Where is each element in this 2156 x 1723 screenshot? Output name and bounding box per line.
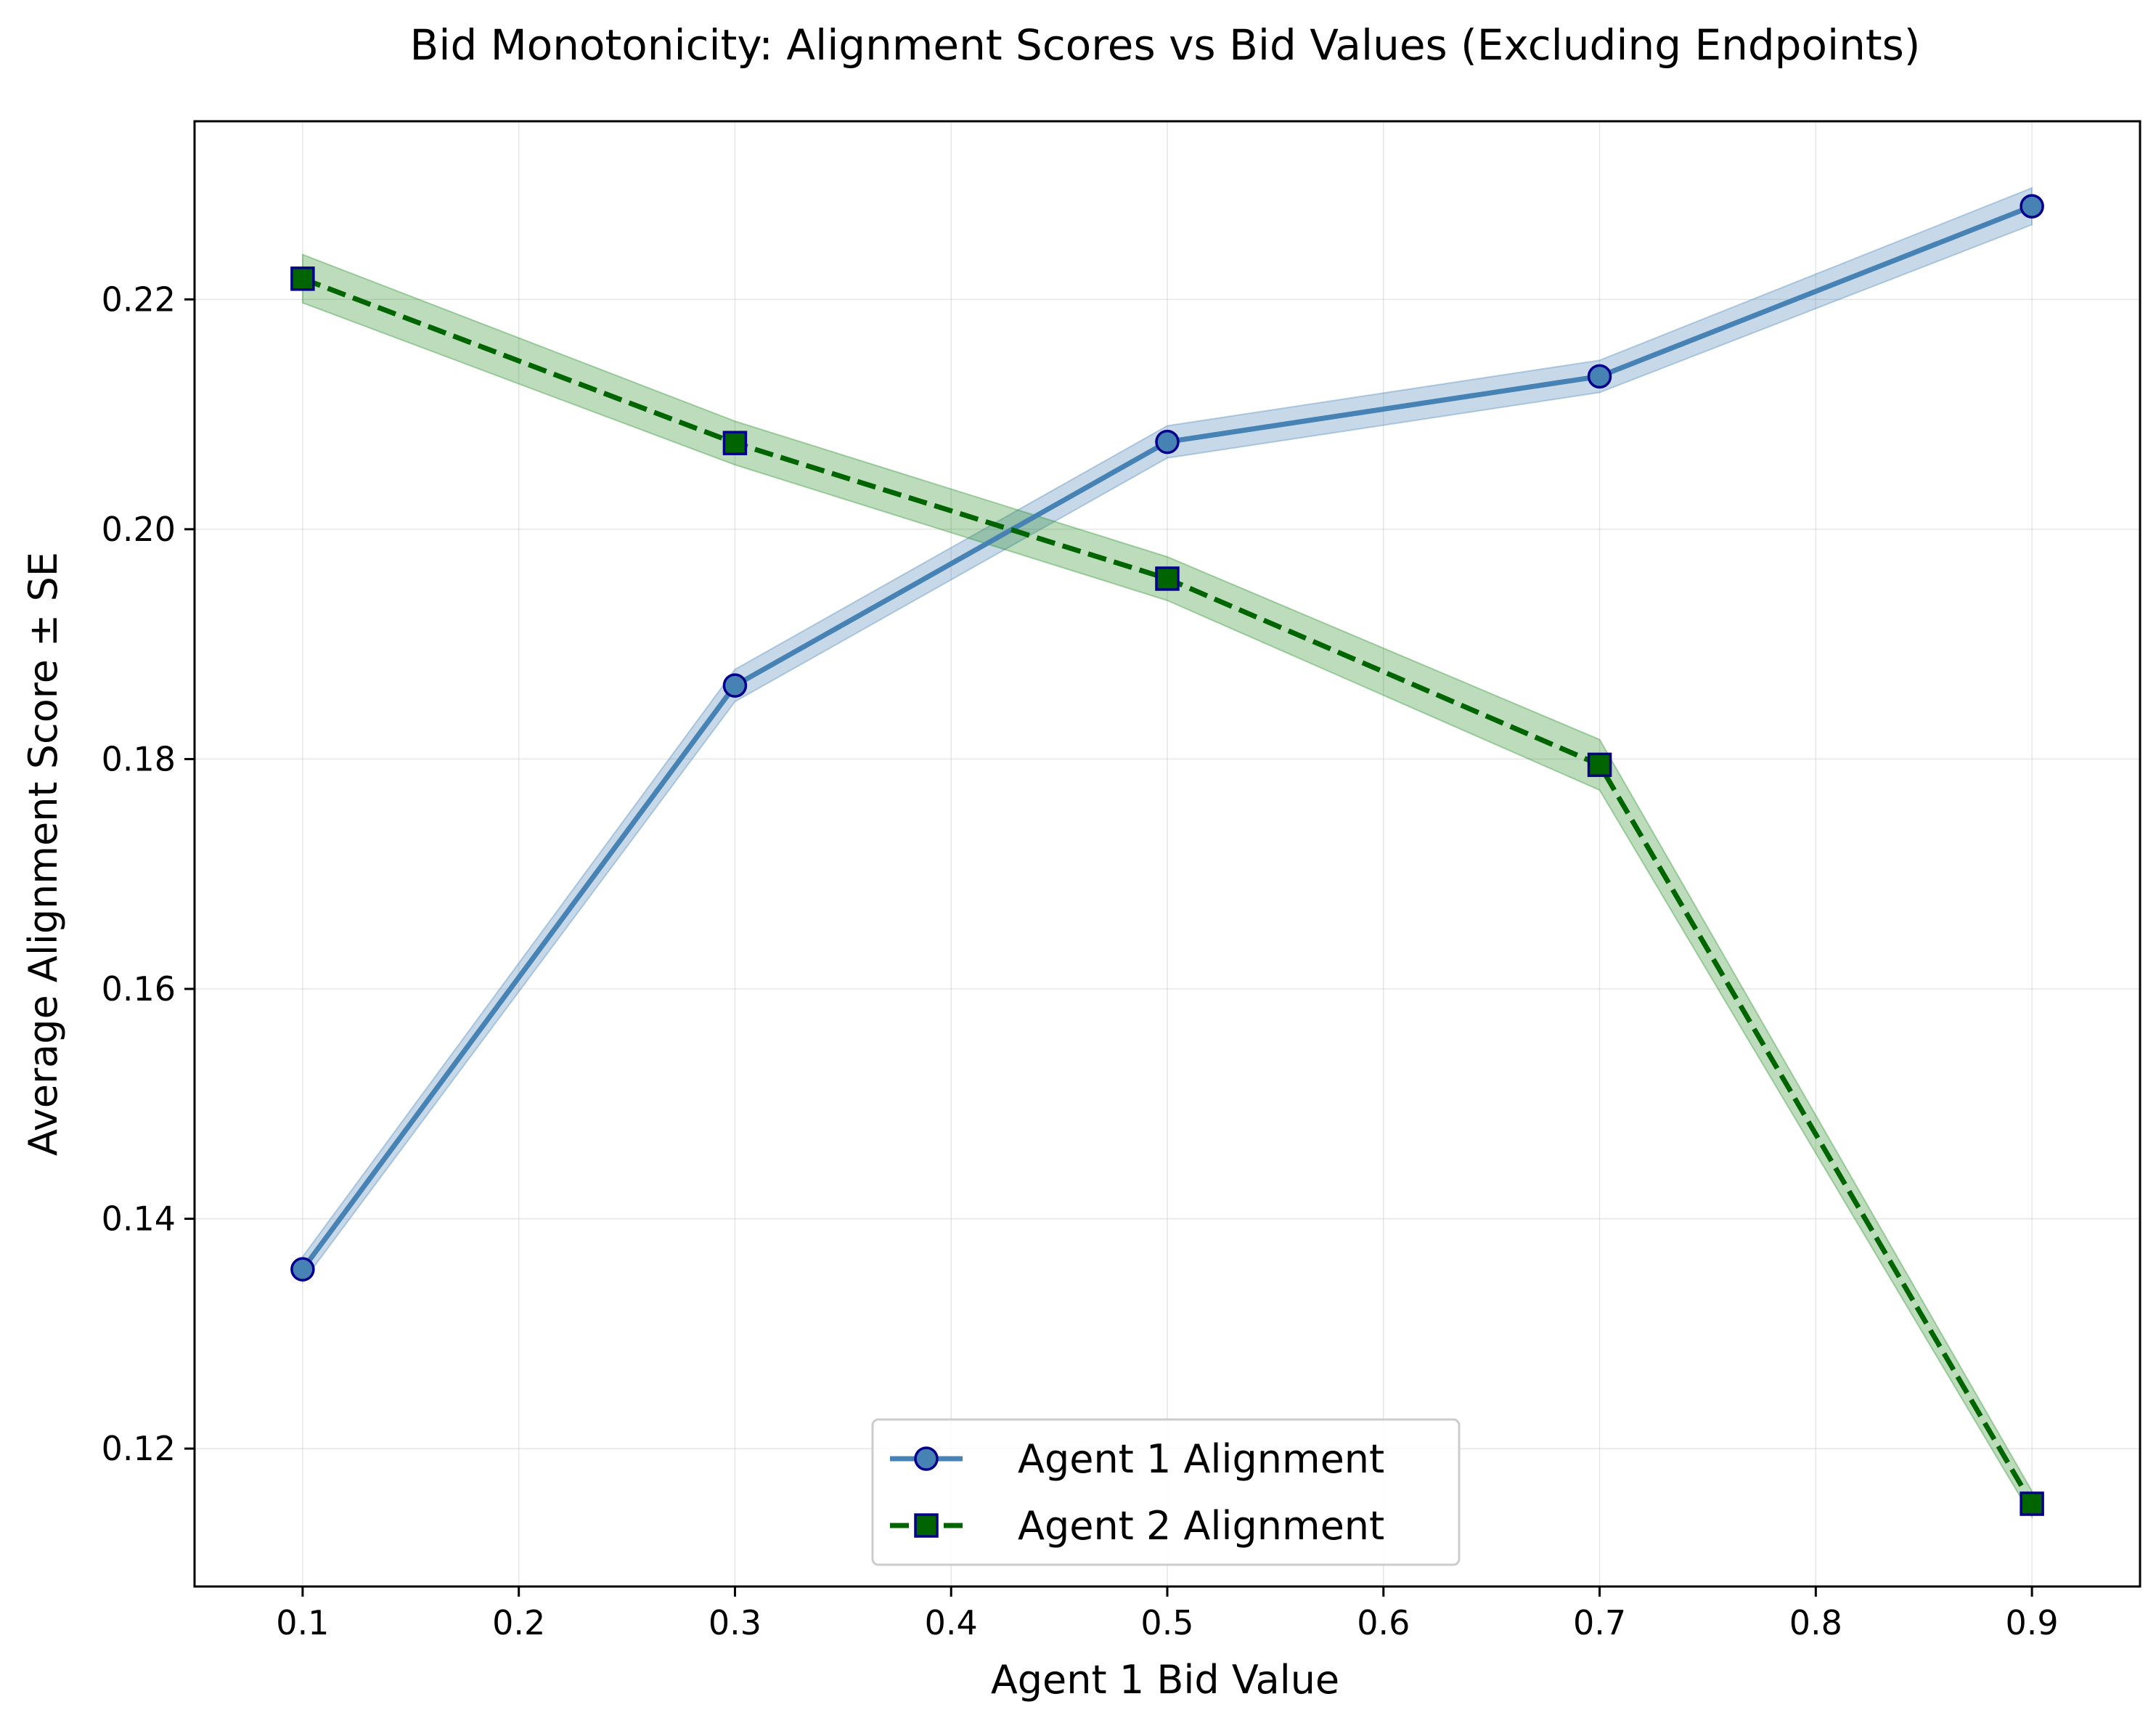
data-point-series-2: [1587, 752, 1612, 778]
data-point-series-1: [1587, 364, 1612, 389]
data-point-series-2: [290, 266, 315, 291]
x-axis-ticks: 0.1 0.2 0.3 0.4 0.5 0.6 0.7 0.8 0.9: [276, 1586, 2059, 1642]
error-band-series-2: [301, 253, 2033, 1520]
x-axis-label: Agent 1 Bid Value: [991, 1657, 1339, 1703]
data-point-series-1: [2020, 194, 2044, 219]
x-tick-label: 0.2: [492, 1603, 545, 1642]
data-point-series-2: [722, 431, 748, 455]
chart-title: Bid Monotonicity: Alignment Scores vs Bi…: [410, 20, 1921, 70]
y-tick-label: 0.12: [102, 1429, 176, 1468]
x-tick-label: 0.4: [925, 1603, 978, 1642]
x-tick-label: 0.8: [1789, 1603, 1842, 1642]
error-bands: [301, 187, 2033, 1520]
x-tick-label: 0.6: [1357, 1603, 1410, 1642]
data-point-series-2: [1155, 566, 1180, 591]
y-tick-label: 0.22: [102, 280, 176, 319]
data-point-series-1: [1155, 429, 1180, 455]
data-point-series-1: [290, 1257, 315, 1282]
x-tick-label: 0.1: [276, 1603, 329, 1642]
data-point-series-1: [722, 673, 748, 698]
y-tick-label: 0.18: [102, 739, 176, 778]
y-tick-label: 0.14: [102, 1199, 176, 1239]
error-band-series-1: [301, 187, 2033, 1284]
legend-label-series-1: Agent 1 Alignment: [1018, 1436, 1384, 1482]
x-tick-label: 0.3: [709, 1603, 761, 1642]
legend-marker-circle: [914, 1446, 939, 1471]
x-tick-label: 0.5: [1140, 1603, 1193, 1642]
x-tick-label: 0.7: [1573, 1603, 1626, 1642]
x-tick-label: 0.9: [2006, 1603, 2059, 1642]
y-tick-label: 0.20: [102, 510, 176, 549]
y-axis-label: Average Alignment Score ± SE: [20, 552, 66, 1156]
series-markers: [290, 194, 2044, 1516]
data-point-series-2: [2020, 1491, 2044, 1516]
y-tick-label: 0.16: [102, 969, 176, 1009]
legend-marker-square: [914, 1513, 939, 1538]
legend-box: [871, 1418, 1461, 1566]
legend: Agent 1 Alignment Agent 2 Alignment: [871, 1418, 1461, 1566]
y-axis-ticks: 0.12 0.14 0.16 0.18 0.20 0.22: [102, 280, 195, 1468]
legend-label-series-2: Agent 2 Alignment: [1018, 1503, 1384, 1549]
